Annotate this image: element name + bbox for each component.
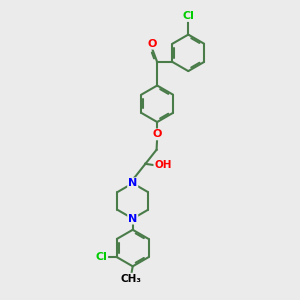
Text: Cl: Cl <box>182 11 194 21</box>
Text: Cl: Cl <box>95 252 107 262</box>
Text: O: O <box>152 129 162 140</box>
Text: CH₃: CH₃ <box>121 274 142 284</box>
Text: O: O <box>147 39 157 49</box>
Text: N: N <box>128 178 137 188</box>
Text: OH: OH <box>154 160 172 170</box>
Text: N: N <box>128 214 137 224</box>
